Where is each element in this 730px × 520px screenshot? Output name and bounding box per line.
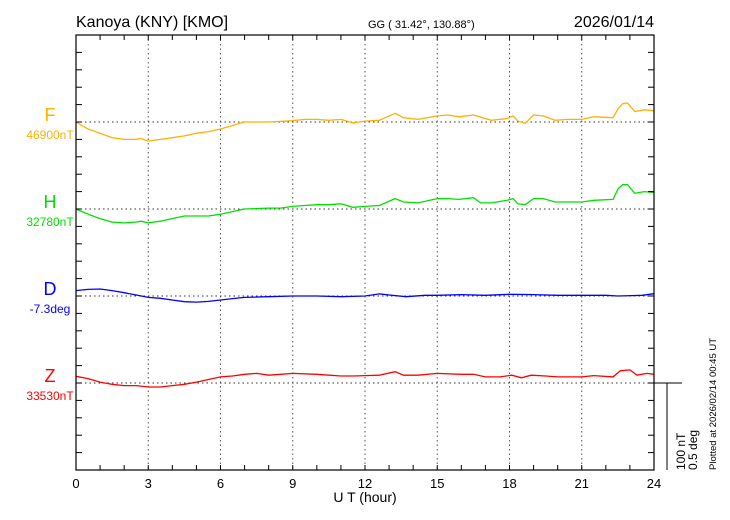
- x-axis-label: U T (hour): [333, 489, 396, 505]
- x-tick-label: 15: [430, 476, 444, 491]
- x-tick-label: 9: [289, 476, 296, 491]
- x-tick-label: 21: [575, 476, 589, 491]
- component-label-Z: Z: [45, 366, 56, 386]
- x-tick-label: 6: [217, 476, 224, 491]
- x-tick-label: 3: [145, 476, 152, 491]
- baseline-value-F: 46900nT: [26, 128, 74, 142]
- baseline-value-D: -7.3deg: [30, 302, 71, 316]
- date: 2026/01/14: [574, 14, 654, 31]
- component-label-F: F: [45, 105, 56, 125]
- x-tick-label: 12: [358, 476, 372, 491]
- axis-ticks: 0 3 6 9 12 15 18 21 24: [72, 35, 661, 491]
- x-tick-label: 24: [647, 476, 661, 491]
- station-title: Kanoya (KNY) [KMO]: [76, 14, 228, 31]
- series-line-F: [75, 102, 655, 142]
- x-tick-label: 0: [72, 476, 79, 491]
- series-group: F 46900nT H 32780nT D -7.3deg Z 33530nT: [26, 102, 655, 403]
- scale-deg-label: 0.5 deg: [686, 430, 700, 470]
- component-label-D: D: [44, 279, 57, 299]
- x-tick-label: 18: [502, 476, 516, 491]
- scale-nt-label: 100 nT: [674, 432, 688, 470]
- baseline-value-H: 32780nT: [26, 215, 74, 229]
- series-line-D: [75, 288, 655, 303]
- component-label-H: H: [44, 192, 57, 212]
- baseline-value-Z: 33530nT: [26, 389, 74, 403]
- plotted-at: Plotted at 2026/02/14 00:45 UT: [708, 338, 719, 470]
- series-line-H: [75, 183, 655, 224]
- grid: [76, 35, 654, 470]
- coordinates: GG ( 31.42°, 130.88°): [368, 19, 475, 31]
- series-line-Z: [75, 369, 655, 388]
